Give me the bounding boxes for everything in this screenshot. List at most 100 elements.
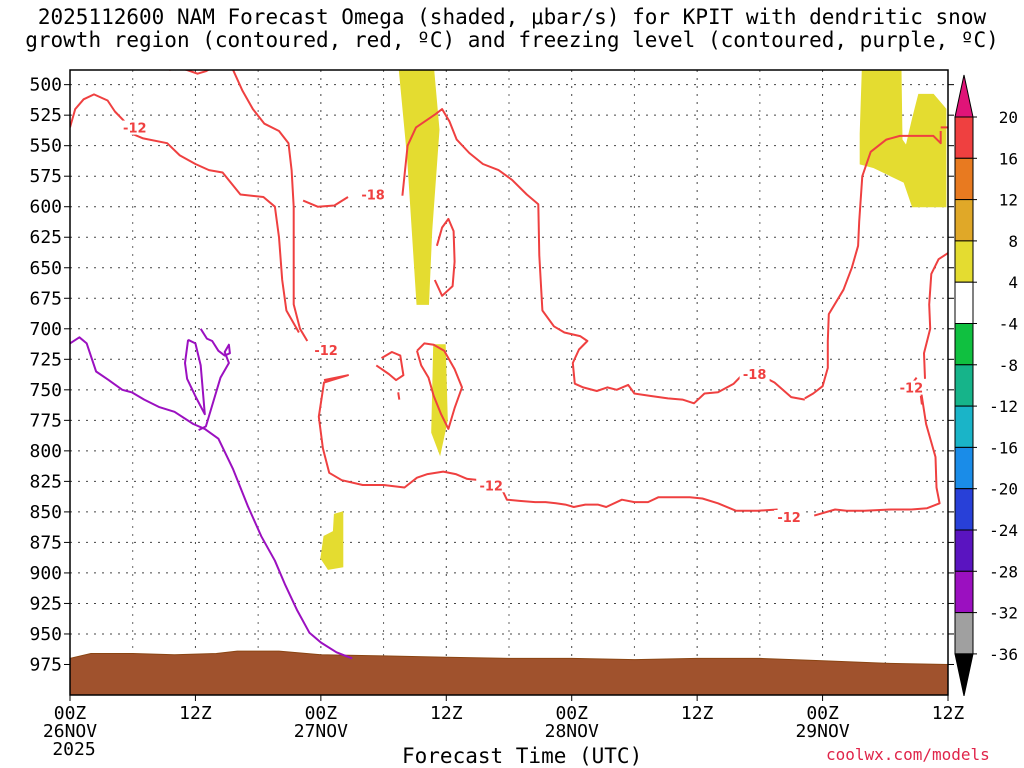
title-line-1: 2025112600 NAM Forecast Omega (shaded, μ… [37,5,987,29]
freezing-level-contour [70,328,353,660]
freezing-level-line [184,338,206,416]
colorbar-segment [954,157,974,201]
colorbar-segment [954,405,974,448]
y-tick-label: 675 [29,288,62,309]
dgz-contour-line [317,374,481,489]
dgz-contour-line [813,383,941,517]
colorbar-label: 16 [999,149,1018,168]
omega-region-yellow-column-b [431,344,448,457]
y-tick-label: 750 [29,380,62,401]
colorbar-label: -12 [989,397,1018,416]
x-tick-label: 2025 [52,739,95,760]
y-tick-label: 850 [29,502,62,523]
title-line-2: growth region (contoured, red, ºC) and f… [25,28,999,52]
terrain-fill [70,650,948,695]
y-tick-label: 700 [29,319,62,340]
colorbar-label: -36 [989,645,1018,664]
colorbar-segment [954,199,974,242]
colorbar-label: -8 [999,356,1018,375]
dgz-contour-line [433,217,456,297]
contour-label: -12 [123,122,147,137]
dgz-contour-line [401,108,750,405]
freezing-level-line [70,336,353,660]
y-tick-label: 975 [29,654,62,675]
contour-label-bg [311,342,342,357]
contour-label: -12 [777,511,801,526]
omega-region-yellow-column-a [398,70,440,305]
colorbar-label: -24 [989,521,1018,540]
y-tick-label: 525 [29,105,62,126]
dgz-contour-line [804,131,942,400]
freezing-level-line [198,328,231,431]
chart-title: 2025112600 NAM Forecast Omega (shaded, μ… [0,6,1024,52]
colorbar-segment [954,240,974,283]
y-tick-label: 800 [29,441,62,462]
dgz-contour-line [923,252,948,379]
contour-label-bg [358,187,389,202]
dgz-contour-line [397,392,401,400]
colorbar-segment [954,364,974,407]
contour-label: -12 [479,479,503,494]
colorbar-label: 12 [999,191,1018,210]
contour-label: -12 [900,382,924,397]
y-axis: 500 525 550 575 600 625 650 675 700 725 750 775 800 8… [29,75,954,675]
colorbar-label: -32 [989,604,1018,623]
contour-label-bg [739,367,770,382]
dgz-contour-line [919,395,923,405]
dgz-contour-line [416,342,463,430]
x-tick-label: 27NOV [294,721,348,742]
colorbar-segment [954,281,974,325]
colorbar: 20 16 12 8 4 -4 -8 -12 -16 -20 -24 -28 -32 -36 [954,74,1018,697]
dgz-contour-line [125,130,300,333]
dgz-contour-line [375,351,405,382]
y-tick-label: 725 [29,349,62,370]
x-tick-label: 00Z [305,703,338,724]
contour-label: -12 [314,344,338,359]
y-tick-label: 875 [29,532,62,553]
colorbar-segment [954,529,974,572]
colorbar-label: 8 [1008,232,1018,251]
plot-frame [69,69,949,696]
y-tick-label: 825 [29,471,62,492]
colorbar-label: 20 [999,108,1018,127]
colorbar-label: -20 [989,480,1018,499]
colorbar-segment [954,612,974,655]
contour-label: -18 [361,189,385,204]
contour-label-bg [119,120,150,135]
dgz-contour-line [500,488,778,512]
x-tick-label: 00Z [806,703,839,724]
colorbar-label: -16 [989,438,1018,457]
colorbar-label: -28 [989,562,1018,581]
colorbar-segment [954,488,974,531]
colorbar-bottom-arrow [954,653,974,697]
y-tick-label: 550 [29,136,62,157]
x-tick-label: 12Z [932,703,965,724]
contour-label-bg [896,380,927,395]
x-tick-label: 12Z [681,703,714,724]
y-tick-label: 625 [29,227,62,248]
colorbar-segment [954,570,974,614]
y-tick-label: 600 [29,197,62,218]
contour-label-bg [774,509,805,524]
plot-border [69,69,949,696]
colorbar-segment [954,323,974,366]
colorbar-segment [954,116,974,159]
dgz-contours [70,70,948,517]
x-tick-label: 00Z [555,703,588,724]
colorbar-segment [954,446,974,490]
contour-labels: -12 -18 -12 -12 -18 -12 -12 [119,120,927,526]
y-tick-label: 575 [29,166,62,187]
contour-label-bg [476,478,507,493]
omega-region-yellow-blob-c [320,511,344,570]
x-tick-label: 28NOV [545,721,599,742]
credit-link[interactable]: coolwx.com/models [826,745,990,764]
x-axis-label: Forecast Time (UTC) [402,744,643,768]
contour-label: -18 [743,368,767,383]
dgz-contour-line [764,376,805,401]
y-tick-label: 650 [29,258,62,279]
y-tick-label: 950 [29,624,62,645]
y-tick-label: 775 [29,410,62,431]
omega-shading [320,70,947,570]
